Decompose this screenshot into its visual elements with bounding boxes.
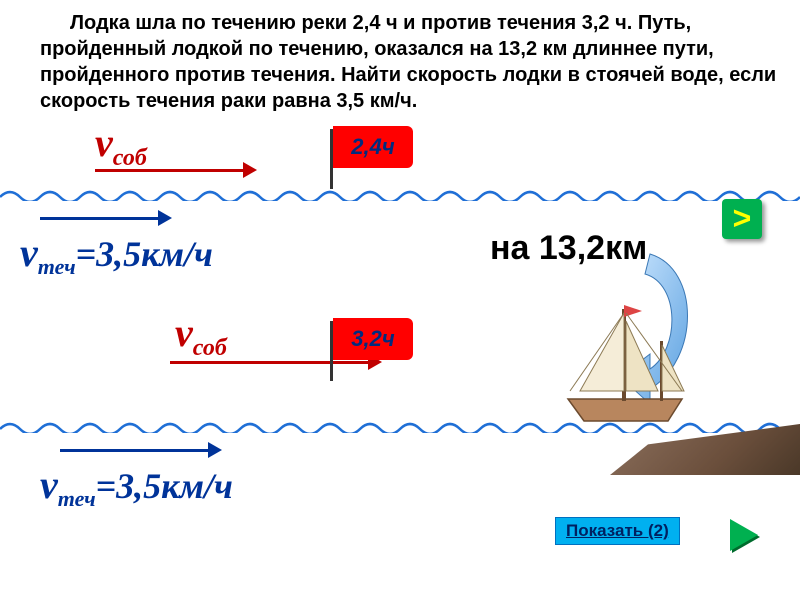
v-tech-label-2: vтеч=3,5км/ч <box>40 461 233 512</box>
waves-1 <box>0 187 800 215</box>
v-tech-label-1: vтеч=3,5км/ч <box>20 229 213 280</box>
greater-than-badge: > <box>722 199 762 239</box>
problem-text: Лодка шла по течению реки 2,4 ч и против… <box>0 0 800 119</box>
arrow-vtech-2 <box>60 449 210 452</box>
play-icon[interactable] <box>730 519 758 551</box>
boat-icon <box>550 291 700 431</box>
flag-1: 2,4ч <box>330 124 420 189</box>
flag-2: 3,2ч <box>330 316 420 381</box>
arrow-vsob-1 <box>95 169 245 172</box>
v-sob-label-1: vсоб <box>95 119 147 172</box>
v-sob-label-2: vсоб <box>175 309 227 362</box>
diagram-scene: vсоб 2,4ч vтеч=3,5км/ч > на 13,2км vсоб … <box>0 119 800 559</box>
arrow-vtech-1 <box>40 217 160 220</box>
show-button[interactable]: Показать (2) <box>555 517 680 545</box>
